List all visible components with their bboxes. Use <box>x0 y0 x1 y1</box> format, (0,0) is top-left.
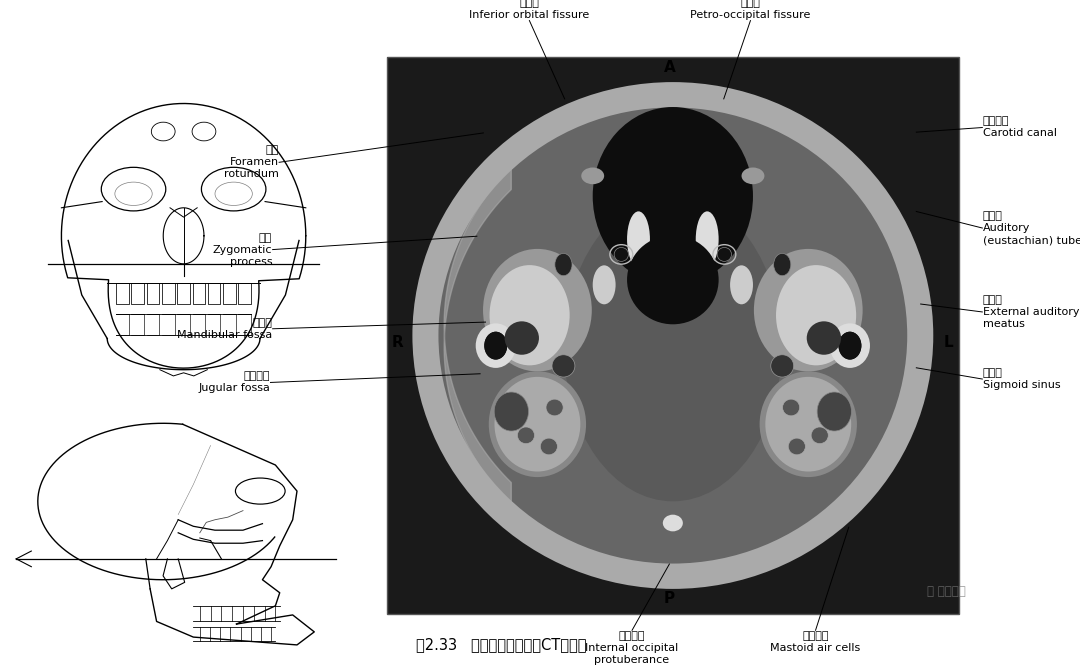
Ellipse shape <box>788 438 806 455</box>
Ellipse shape <box>593 107 753 285</box>
Ellipse shape <box>484 331 508 360</box>
Ellipse shape <box>730 265 753 305</box>
Ellipse shape <box>495 377 580 472</box>
Ellipse shape <box>663 515 683 531</box>
Ellipse shape <box>540 438 557 455</box>
Ellipse shape <box>783 399 799 416</box>
Ellipse shape <box>759 371 856 477</box>
Ellipse shape <box>838 331 862 360</box>
Ellipse shape <box>829 323 870 368</box>
Text: 咽鼓管
Auditory
(eustachian) tube: 咽鼓管 Auditory (eustachian) tube <box>983 211 1080 245</box>
Text: 乳突小房
Mastoid air cells: 乳突小房 Mastoid air cells <box>770 631 861 653</box>
Ellipse shape <box>505 394 523 410</box>
Ellipse shape <box>823 394 840 410</box>
Text: 外耳道
External auditory
meatus: 外耳道 External auditory meatus <box>983 295 1079 329</box>
Ellipse shape <box>627 236 718 324</box>
Text: 枕内隆凸
Internal occipital
protuberance: 枕内隆凸 Internal occipital protuberance <box>585 631 678 665</box>
Ellipse shape <box>627 211 650 267</box>
Text: L: L <box>944 335 953 350</box>
Ellipse shape <box>552 355 575 377</box>
Ellipse shape <box>807 321 841 355</box>
Text: 颈静脉窝
Jugular fossa: 颈静脉窝 Jugular fossa <box>198 372 270 393</box>
Ellipse shape <box>489 371 586 477</box>
Ellipse shape <box>771 355 794 377</box>
Text: 下颌窝
Mandibular fossa: 下颌窝 Mandibular fossa <box>177 318 272 340</box>
Text: 圆孔
Foramen
rotundum: 圆孔 Foramen rotundum <box>224 146 279 179</box>
Ellipse shape <box>546 399 563 416</box>
Text: P: P <box>664 591 675 606</box>
Ellipse shape <box>489 265 569 365</box>
Text: 眶下裂
Inferior orbital fissure: 眶下裂 Inferior orbital fissure <box>469 0 590 20</box>
Text: 🐼 熊猫放射: 🐼 熊猫放射 <box>927 585 966 599</box>
Ellipse shape <box>564 195 782 501</box>
Ellipse shape <box>483 249 592 372</box>
Ellipse shape <box>555 254 572 276</box>
Text: 颧突
Zygomatic
process: 颧突 Zygomatic process <box>213 233 272 266</box>
Ellipse shape <box>484 331 508 360</box>
Ellipse shape <box>517 427 535 444</box>
Ellipse shape <box>475 323 516 368</box>
Ellipse shape <box>638 161 707 206</box>
Ellipse shape <box>696 211 718 267</box>
Ellipse shape <box>615 248 629 262</box>
Text: 图2.33   枕骨和枕内隆凸，CT，轴位: 图2.33 枕骨和枕内隆凸，CT，轴位 <box>416 637 586 652</box>
Ellipse shape <box>766 377 851 472</box>
Ellipse shape <box>811 427 828 444</box>
Ellipse shape <box>818 392 851 431</box>
Ellipse shape <box>593 265 616 305</box>
Text: 颈动脉管
Carotid canal: 颈动脉管 Carotid canal <box>983 117 1057 138</box>
Ellipse shape <box>413 82 933 589</box>
Ellipse shape <box>495 392 528 431</box>
Ellipse shape <box>773 254 791 276</box>
Bar <box>387 57 959 614</box>
Ellipse shape <box>838 331 862 360</box>
Ellipse shape <box>438 107 907 564</box>
Text: 岩枕裂
Petro-occipital fissure: 岩枕裂 Petro-occipital fissure <box>690 0 811 20</box>
Ellipse shape <box>504 321 539 355</box>
Ellipse shape <box>754 249 863 372</box>
Text: 乙状窦
Sigmoid sinus: 乙状窦 Sigmoid sinus <box>983 368 1061 390</box>
Ellipse shape <box>581 168 604 185</box>
Ellipse shape <box>742 168 765 185</box>
Text: R: R <box>392 335 403 350</box>
Bar <box>387 57 959 614</box>
Ellipse shape <box>777 265 856 365</box>
Text: A: A <box>664 60 675 74</box>
Ellipse shape <box>717 248 731 262</box>
